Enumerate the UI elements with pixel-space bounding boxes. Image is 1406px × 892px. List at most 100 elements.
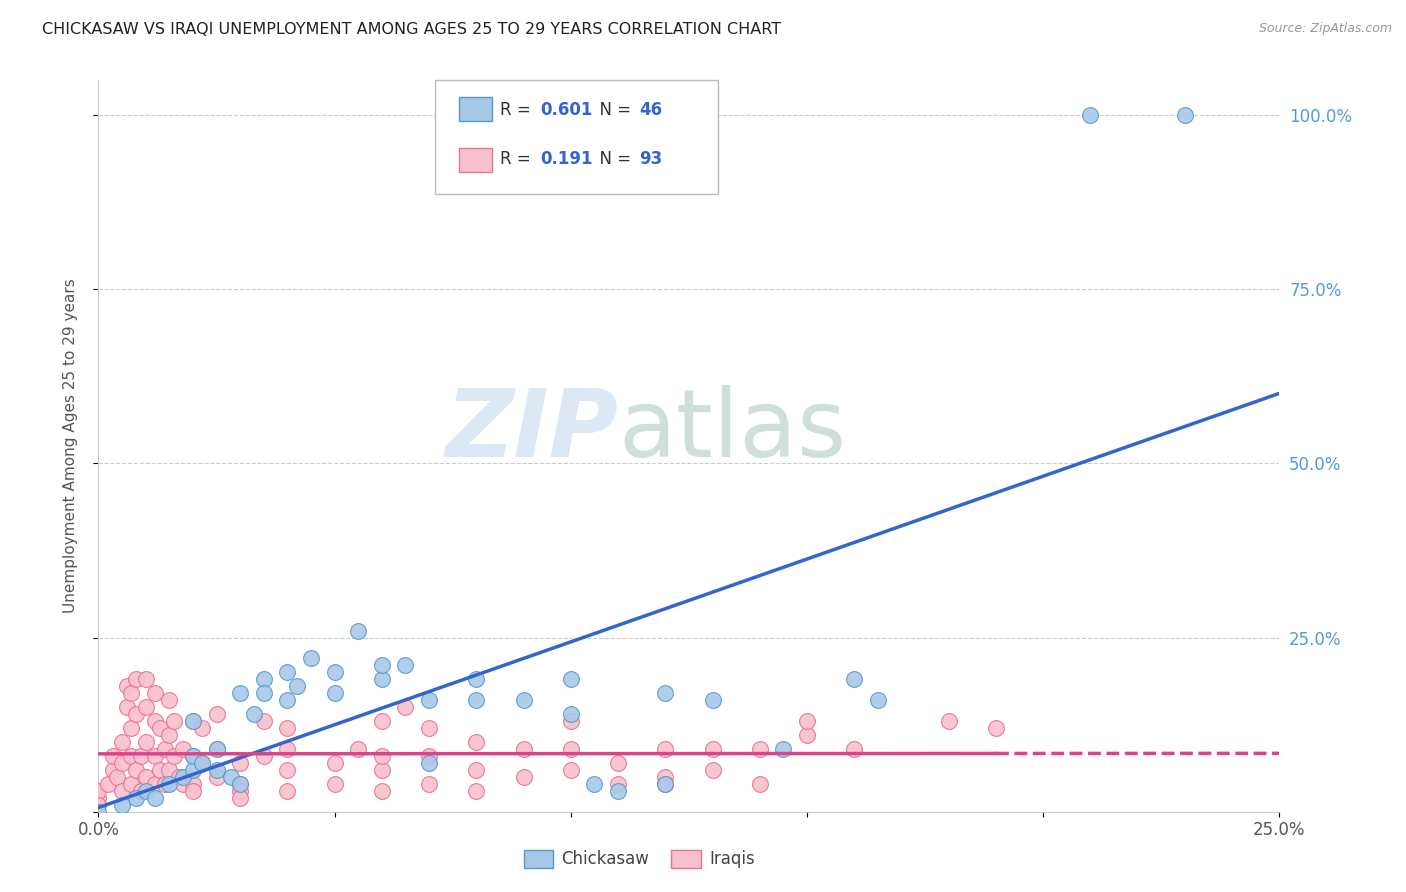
Point — [1174, 108, 1197, 122]
Point — [181, 763, 204, 777]
Point — [607, 756, 630, 770]
Point — [276, 742, 298, 756]
Point — [866, 693, 889, 707]
Point — [938, 714, 960, 728]
Point — [243, 707, 266, 722]
Point — [163, 749, 186, 764]
Point — [371, 714, 394, 728]
Point — [560, 763, 582, 777]
Point — [125, 707, 148, 722]
Point — [87, 784, 110, 798]
Point — [125, 673, 148, 687]
Point — [253, 686, 276, 700]
Point — [163, 714, 186, 728]
Point — [121, 686, 143, 700]
Point — [418, 693, 440, 707]
Point — [135, 770, 157, 784]
FancyBboxPatch shape — [523, 850, 553, 868]
Text: 46: 46 — [640, 101, 662, 119]
Point — [143, 790, 166, 805]
Point — [229, 777, 252, 791]
Point — [205, 742, 228, 756]
Point — [654, 777, 676, 791]
Point — [149, 763, 172, 777]
Point — [276, 665, 298, 680]
Point — [285, 679, 308, 693]
Point — [101, 749, 124, 764]
Point — [205, 770, 228, 784]
Point — [143, 749, 166, 764]
Point — [748, 777, 770, 791]
Point — [125, 763, 148, 777]
Point — [191, 721, 214, 735]
Point — [153, 777, 176, 791]
Point — [1080, 108, 1102, 122]
Point — [465, 784, 488, 798]
Point — [87, 790, 110, 805]
FancyBboxPatch shape — [458, 148, 492, 171]
Point — [844, 673, 866, 687]
Point — [129, 749, 152, 764]
Point — [87, 805, 110, 819]
Point — [153, 742, 176, 756]
Point — [135, 784, 157, 798]
Point — [181, 714, 204, 728]
Point — [172, 777, 194, 791]
Text: ZIP: ZIP — [446, 385, 619, 477]
Text: R =: R = — [501, 150, 541, 169]
Point — [143, 777, 166, 791]
Point — [276, 763, 298, 777]
Point — [299, 651, 322, 665]
Point — [111, 756, 134, 770]
Point — [418, 749, 440, 764]
Point — [157, 693, 180, 707]
Point — [181, 714, 204, 728]
Point — [229, 777, 252, 791]
Point — [135, 700, 157, 714]
Point — [371, 763, 394, 777]
Point — [135, 673, 157, 687]
Point — [181, 784, 204, 798]
Point — [654, 686, 676, 700]
Point — [796, 714, 818, 728]
Point — [465, 693, 488, 707]
FancyBboxPatch shape — [434, 80, 718, 194]
Point — [172, 770, 194, 784]
Point — [512, 742, 534, 756]
Point — [654, 742, 676, 756]
Point — [157, 728, 180, 742]
Point — [560, 707, 582, 722]
Point — [465, 735, 488, 749]
Point — [323, 686, 346, 700]
Point — [115, 679, 138, 693]
Point — [181, 749, 204, 764]
Point — [111, 735, 134, 749]
Point — [181, 777, 204, 791]
Point — [191, 756, 214, 770]
Point — [347, 742, 370, 756]
Point — [157, 763, 180, 777]
Point — [143, 714, 166, 728]
Point — [157, 777, 180, 791]
Point — [135, 735, 157, 749]
Point — [181, 749, 204, 764]
Point — [121, 777, 143, 791]
Text: 0.601: 0.601 — [540, 101, 592, 119]
Y-axis label: Unemployment Among Ages 25 to 29 years: Unemployment Among Ages 25 to 29 years — [63, 278, 77, 614]
Point — [371, 673, 394, 687]
Point — [105, 770, 128, 784]
Point — [418, 721, 440, 735]
Point — [205, 742, 228, 756]
Point — [984, 721, 1007, 735]
Point — [121, 749, 143, 764]
Point — [219, 770, 242, 784]
Point — [702, 742, 724, 756]
Point — [347, 624, 370, 638]
Point — [101, 763, 124, 777]
Point — [125, 790, 148, 805]
Point — [172, 742, 194, 756]
Point — [560, 714, 582, 728]
Text: CHICKASAW VS IRAQI UNEMPLOYMENT AMONG AGES 25 TO 29 YEARS CORRELATION CHART: CHICKASAW VS IRAQI UNEMPLOYMENT AMONG AG… — [42, 22, 782, 37]
Point — [323, 756, 346, 770]
Point — [748, 742, 770, 756]
